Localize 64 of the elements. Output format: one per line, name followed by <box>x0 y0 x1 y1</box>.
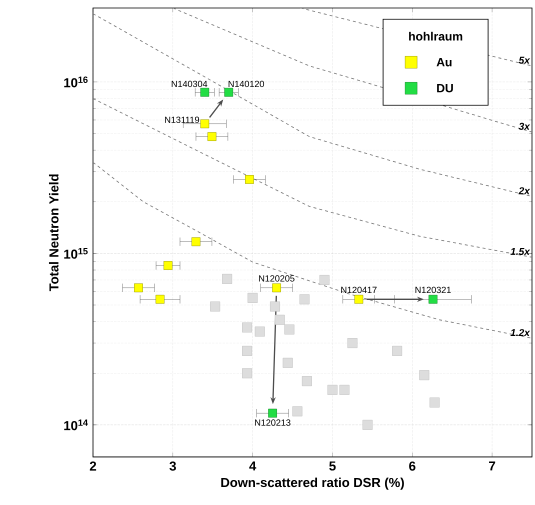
point <box>270 302 280 312</box>
point <box>419 370 430 380</box>
point <box>354 294 364 304</box>
point <box>210 302 220 312</box>
point <box>430 398 440 408</box>
x-tick-label: 7 <box>489 461 496 470</box>
annotation: N120417 <box>341 286 377 294</box>
point <box>274 314 285 325</box>
legend-label: DU <box>437 84 453 92</box>
point <box>319 274 330 285</box>
x-tick-label: 6 <box>409 461 416 471</box>
x-tick-label: 2 <box>90 461 96 471</box>
annotation: N120213 <box>255 419 290 426</box>
annotation: N120321 <box>415 286 451 294</box>
point <box>339 384 350 395</box>
point <box>200 88 210 97</box>
point <box>208 132 216 141</box>
y-axis-title: Total Neutron Yield <box>48 174 59 292</box>
x-axis-title: Down-scattered ratio DSR (%) <box>221 478 404 490</box>
series-label: 1.5x <box>510 248 530 256</box>
point <box>272 283 281 292</box>
line-series <box>93 162 532 339</box>
point <box>327 384 338 395</box>
point <box>245 175 254 184</box>
series-label: 5x <box>518 56 530 64</box>
point <box>222 274 232 284</box>
x-tick-label: 5 <box>329 461 336 471</box>
point <box>292 406 302 416</box>
annotation: N131119 <box>165 116 200 123</box>
point <box>192 237 200 246</box>
point <box>268 408 277 418</box>
series-label: 2x <box>518 187 530 194</box>
point <box>362 420 373 430</box>
point <box>392 346 402 356</box>
y-tick-label: 10$^{16}$ <box>64 76 88 88</box>
y-tick-label: 10$^{15}$ <box>64 248 88 259</box>
annotation: N120205 <box>259 275 294 282</box>
point <box>284 324 294 334</box>
x-tick-label: 4 <box>249 461 256 470</box>
series-label: 3x <box>518 122 530 130</box>
point <box>300 294 310 304</box>
point <box>248 292 258 303</box>
annotation: N140304 <box>172 80 208 88</box>
annotation: N140120 <box>228 80 264 88</box>
point <box>347 338 358 348</box>
legend-label: Au <box>436 58 452 66</box>
point <box>254 326 265 337</box>
point <box>156 294 164 304</box>
point <box>200 119 210 128</box>
point <box>282 358 293 368</box>
x-tick-label: 3 <box>170 461 176 471</box>
legend-title: hohlraum <box>409 32 462 41</box>
point <box>134 283 143 292</box>
series-label: 1.2x <box>510 329 530 336</box>
point <box>302 376 312 386</box>
point <box>242 346 252 356</box>
y-tick-label: 10$^{14}$ <box>64 420 88 430</box>
point <box>242 368 252 378</box>
line-series <box>93 98 532 258</box>
point <box>164 261 172 270</box>
point <box>242 322 252 332</box>
point <box>428 294 438 304</box>
line-series <box>93 13 532 197</box>
point <box>224 88 234 97</box>
